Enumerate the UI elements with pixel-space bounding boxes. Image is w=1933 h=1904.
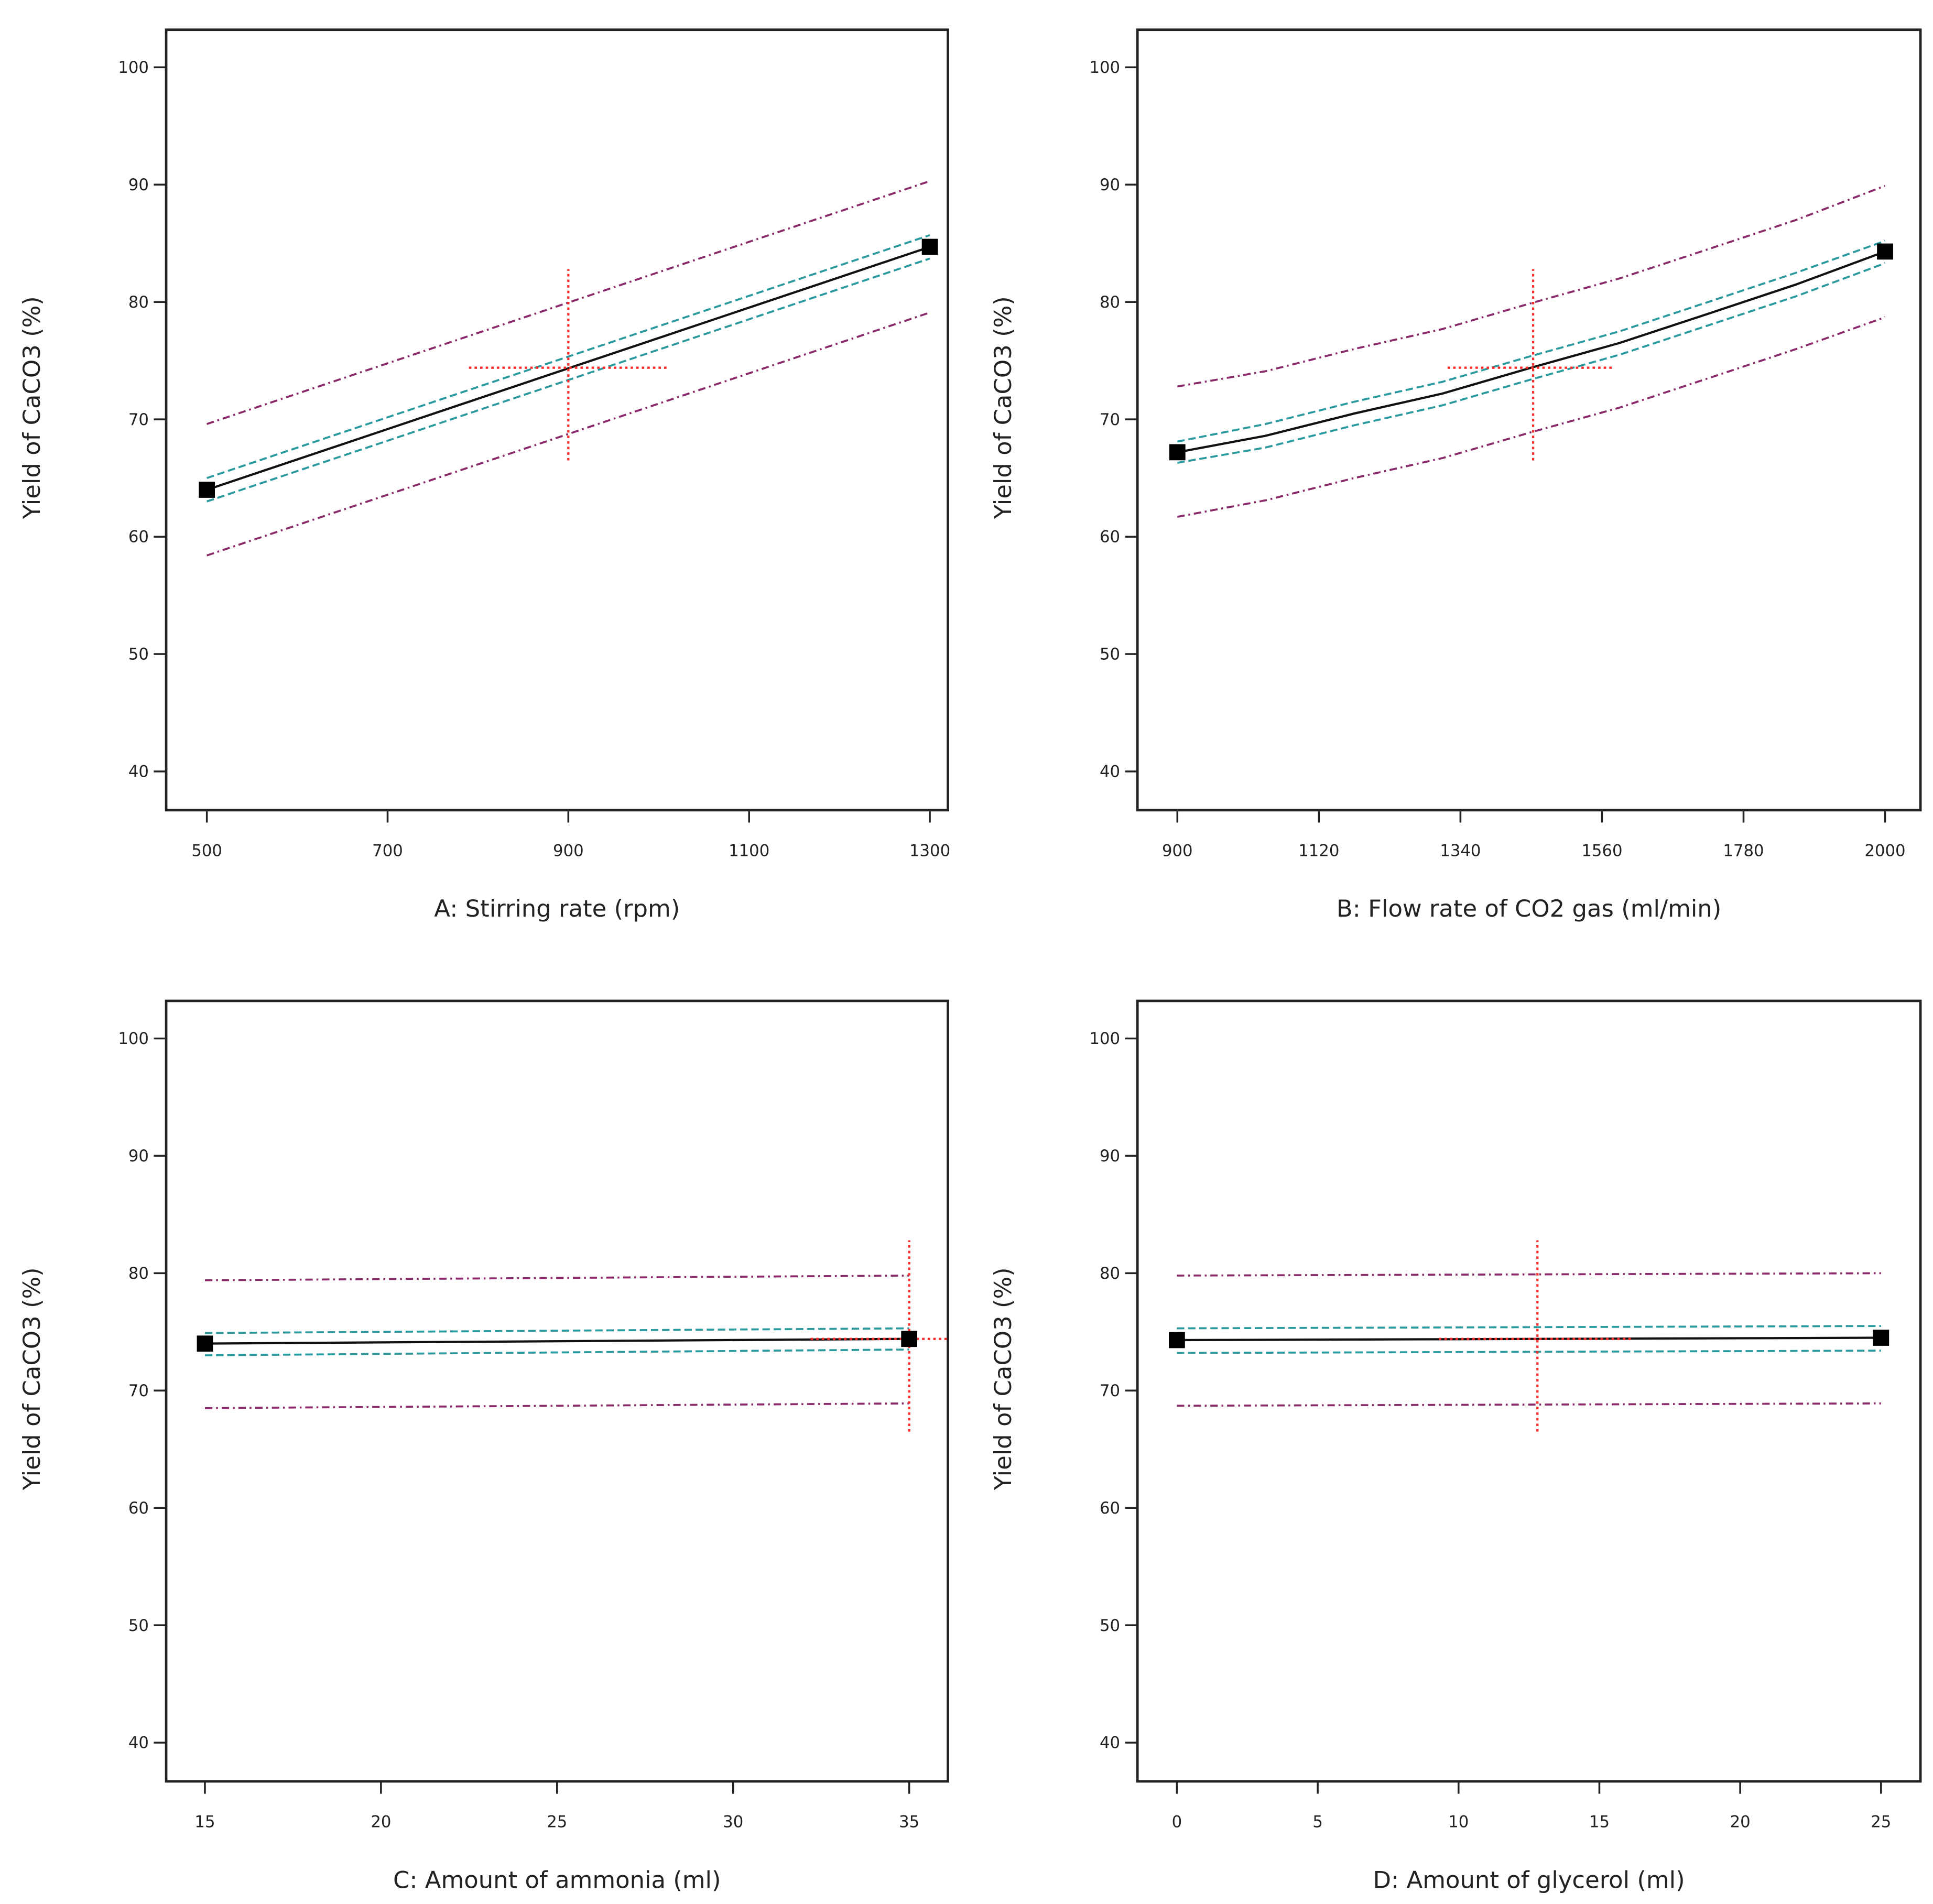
plot-frame [1136,999,1922,1783]
y-tick-label: 40 [128,763,149,781]
y-tick-label: 50 [1100,645,1120,664]
series-pi-upper [206,180,930,425]
design-point [1169,1332,1185,1348]
y-tick-label: 70 [1100,410,1120,429]
y-tick-label: 40 [128,1734,149,1753]
x-axis-label: D: Amount of glycerol (ml) [1373,1866,1685,1894]
x-tick-label: 1100 [729,841,769,860]
plot-frame [165,999,949,1783]
y-tick-label: 40 [1100,763,1120,781]
x-tick-label: 1300 [909,841,950,860]
design-point [1169,444,1186,461]
series-prediction [1177,251,1886,454]
series-pi-lower [1177,316,1886,518]
y-tick-label: 50 [128,1616,149,1635]
series-ci-upper [206,234,930,479]
panel-a: 40 50 60 70 80 90 100 500 700 900 1100 1300 A: Stirr… [18,28,950,922]
y-tick-label: 80 [128,293,149,312]
y-tick-label: 100 [118,1029,149,1048]
y-tick-label: 90 [128,1147,149,1166]
design-point [901,1331,918,1347]
y-tick-label: 50 [1100,1616,1120,1635]
y-tick-label: 70 [128,410,149,429]
y-tick-label: 90 [1100,1147,1120,1166]
y-axis-label: Yield of CaCO3 (%) [18,1267,46,1490]
x-tick-label: 2000 [1864,841,1905,860]
y-axis-label: Yield of CaCO3 (%) [989,296,1017,519]
series-prediction [206,246,930,491]
x-tick-label: 1120 [1298,841,1339,860]
x-tick-label: 25 [547,1812,567,1831]
x-tick-label: 15 [1589,1812,1610,1831]
y-tick-label: 100 [1089,58,1120,77]
y-tick-label: 100 [1089,1029,1120,1048]
y-tick-label: 60 [1100,1499,1120,1518]
y-tick-label: 60 [128,1499,149,1518]
x-tick-label: 35 [899,1812,919,1831]
panel-d: 40 50 60 70 80 90 100 0 5 10 15 20 25 D: Amount of gl… [989,999,1922,1894]
y-tick-label: 60 [128,528,149,547]
y-tick-label: 40 [1100,1734,1120,1753]
design-point [1877,243,1893,260]
y-tick-label: 70 [1100,1381,1120,1400]
series-pi-upper [205,1275,909,1281]
design-point [1873,1330,1889,1346]
x-tick-label: 1780 [1723,841,1764,860]
y-axis-label: Yield of CaCO3 (%) [18,296,46,519]
plot-frame [165,28,949,812]
series-prediction [205,1337,909,1345]
x-tick-label: 700 [372,841,403,860]
series-pi-lower [205,1402,909,1409]
y-tick-label: 100 [118,58,149,77]
x-tick-label: 15 [194,1812,215,1831]
design-point [197,1335,213,1352]
y-tick-label: 80 [1100,293,1120,312]
x-tick-label: 500 [191,841,222,860]
series-ci-upper [1177,1325,1881,1330]
x-tick-label: 900 [1162,841,1193,860]
y-tick-label: 50 [128,645,149,664]
series-pi-upper [1177,184,1886,388]
series-pi-upper [1177,1272,1881,1277]
x-axis-label: C: Amount of ammonia (ml) [393,1866,721,1894]
series-pi-lower [206,311,930,557]
y-tick-label: 60 [1100,528,1120,547]
x-axis-label: A: Stirring rate (rpm) [434,895,680,922]
x-tick-label: 5 [1312,1812,1323,1831]
y-tick-label: 90 [128,176,149,194]
x-tick-label: 0 [1172,1812,1182,1831]
x-tick-label: 900 [553,841,584,860]
panel-b: 40 50 60 70 80 90 100 900 1120 1340 1560 1780 2000 B:… [989,28,1922,922]
series-ci-upper [1177,240,1886,443]
x-tick-label: 25 [1871,1812,1891,1831]
series-ci-lower [1177,262,1886,464]
design-point [921,238,938,255]
series-pi-lower [1177,1402,1881,1407]
series-ci-lower [205,1348,909,1357]
design-point [199,482,215,498]
plot-frame [1136,28,1922,812]
y-tick-label: 90 [1100,176,1120,194]
x-tick-label: 1340 [1440,841,1481,860]
series-ci-upper [205,1327,909,1334]
x-tick-label: 1560 [1581,841,1622,860]
x-axis-label: B: Flow rate of CO2 gas (ml/min) [1337,895,1721,922]
y-axis-label: Yield of CaCO3 (%) [989,1267,1017,1490]
y-tick-label: 80 [128,1264,149,1283]
x-tick-label: 30 [723,1812,743,1831]
panel-c: 40 50 60 70 80 90 100 15 20 25 30 35 C: Amount of am… [18,999,949,1894]
y-tick-label: 70 [128,1381,149,1400]
x-tick-label: 10 [1448,1812,1469,1831]
series-ci-lower [1177,1350,1881,1354]
x-tick-label: 20 [1730,1812,1751,1831]
y-tick-label: 80 [1100,1264,1120,1283]
x-tick-label: 20 [371,1812,391,1831]
